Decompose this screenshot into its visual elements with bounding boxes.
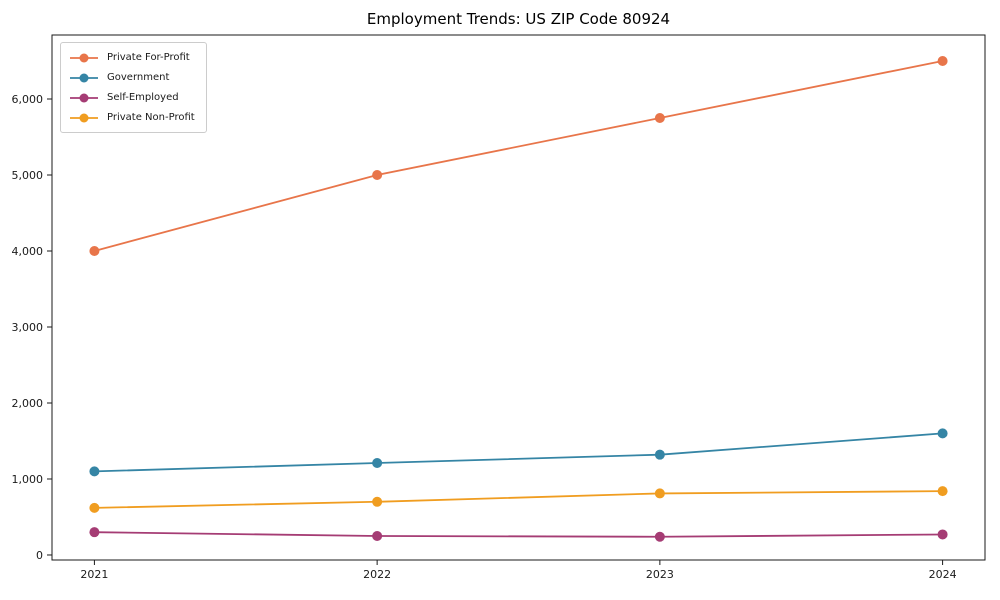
data-point-icon xyxy=(89,245,100,256)
legend-item: Private For-Profit xyxy=(69,50,195,65)
legend-marker-icon xyxy=(70,53,98,62)
legend-item: Private Non-Profit xyxy=(69,110,195,125)
series-line xyxy=(94,60,943,252)
data-point-icon xyxy=(654,531,665,542)
x-tick-label: 2023 xyxy=(646,568,674,581)
legend-label: Self-Employed xyxy=(107,92,179,103)
y-tick-label: 0 xyxy=(36,549,43,562)
legend-label: Private Non-Profit xyxy=(107,112,195,123)
data-point-icon xyxy=(372,169,383,180)
chart-title: Employment Trends: US ZIP Code 80924 xyxy=(366,10,671,28)
data-point-icon xyxy=(89,502,100,513)
data-point-icon xyxy=(89,466,100,477)
y-tick-label: 6,000 xyxy=(12,93,44,106)
data-point-icon xyxy=(89,527,100,538)
legend-item: Government xyxy=(69,70,195,85)
data-point-icon xyxy=(654,112,665,123)
data-point-icon xyxy=(937,428,948,439)
data-point-icon xyxy=(372,530,383,541)
data-point-icon xyxy=(372,458,383,469)
data-point-icon xyxy=(937,55,948,66)
x-tick-label: 2024 xyxy=(929,568,957,581)
legend-label: Private For-Profit xyxy=(107,52,190,63)
x-tick-label: 2022 xyxy=(363,568,391,581)
y-tick-label: 1,000 xyxy=(12,473,44,486)
data-point-icon xyxy=(654,488,665,499)
data-point-icon xyxy=(372,496,383,507)
series-line xyxy=(94,432,943,473)
y-tick-label: 3,000 xyxy=(12,321,44,334)
y-tick-label: 5,000 xyxy=(12,169,44,182)
x-tick-label: 2021 xyxy=(80,568,108,581)
data-point-icon xyxy=(654,449,665,460)
plot-border xyxy=(51,34,986,561)
series-line xyxy=(94,531,943,538)
series-line xyxy=(94,490,943,509)
legend: Private For-Profit Government Self-Employe… xyxy=(60,42,207,133)
legend-marker-icon xyxy=(70,93,98,102)
legend-label: Government xyxy=(107,72,170,83)
legend-marker-icon xyxy=(70,113,98,122)
legend-marker-icon xyxy=(70,73,98,82)
legend-item: Self-Employed xyxy=(69,90,195,105)
data-point-icon xyxy=(937,529,948,540)
data-point-icon xyxy=(937,486,948,497)
y-tick-label: 4,000 xyxy=(12,245,44,258)
y-tick-label: 2,000 xyxy=(12,397,44,410)
